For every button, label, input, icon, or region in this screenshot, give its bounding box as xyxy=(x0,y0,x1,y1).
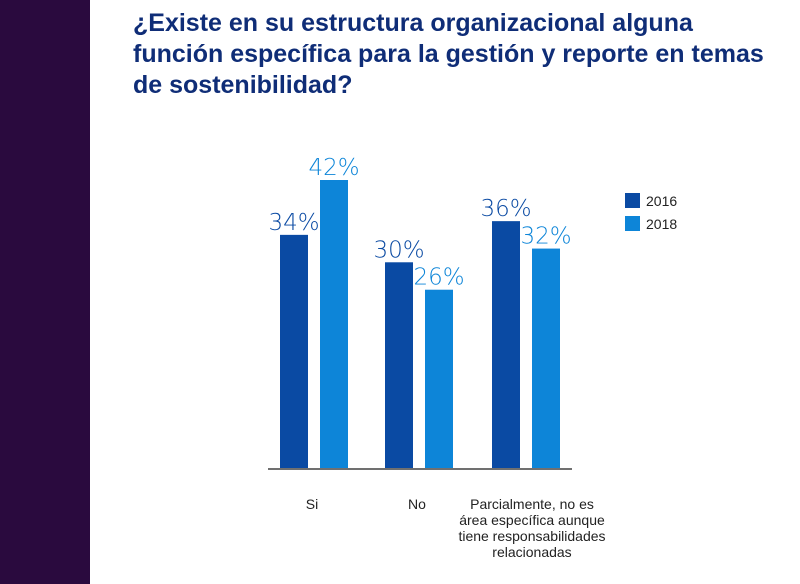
bar-2018-1 xyxy=(425,289,453,468)
bar-2016-0 xyxy=(280,234,308,468)
data-label-2018-2: 32% xyxy=(520,224,571,250)
bar-2018-0 xyxy=(320,180,348,468)
legend-label-2016: 2016 xyxy=(646,193,677,209)
bar-2016-1 xyxy=(385,262,413,468)
data-label-2018-1: 26% xyxy=(413,265,464,291)
category-label-1-line-0: No xyxy=(408,496,426,512)
legend-swatch-2018 xyxy=(625,216,640,231)
data-label-2018-0: 42% xyxy=(308,155,359,181)
category-label-2-line-3: relacionadas xyxy=(492,544,571,560)
sidebar-band xyxy=(0,0,90,584)
category-label-2-line-2: tiene responsabilidades xyxy=(458,528,605,544)
data-label-2016-0: 34% xyxy=(268,210,319,236)
legend-swatch-2016 xyxy=(625,193,640,208)
chart-title: ¿Existe en su estructura organizacional … xyxy=(133,9,764,99)
data-label-2016-1: 30% xyxy=(373,237,424,263)
category-label-2-line-1: área específica aunque xyxy=(459,512,605,528)
data-label-2016-2: 36% xyxy=(480,196,531,222)
bar-2016-2 xyxy=(492,221,520,468)
legend-label-2018: 2018 xyxy=(646,216,677,232)
category-label-0-line-0: Si xyxy=(306,496,318,512)
category-label-2-line-0: Parcialmente, no es xyxy=(470,496,594,512)
bar-2018-2 xyxy=(532,248,560,468)
